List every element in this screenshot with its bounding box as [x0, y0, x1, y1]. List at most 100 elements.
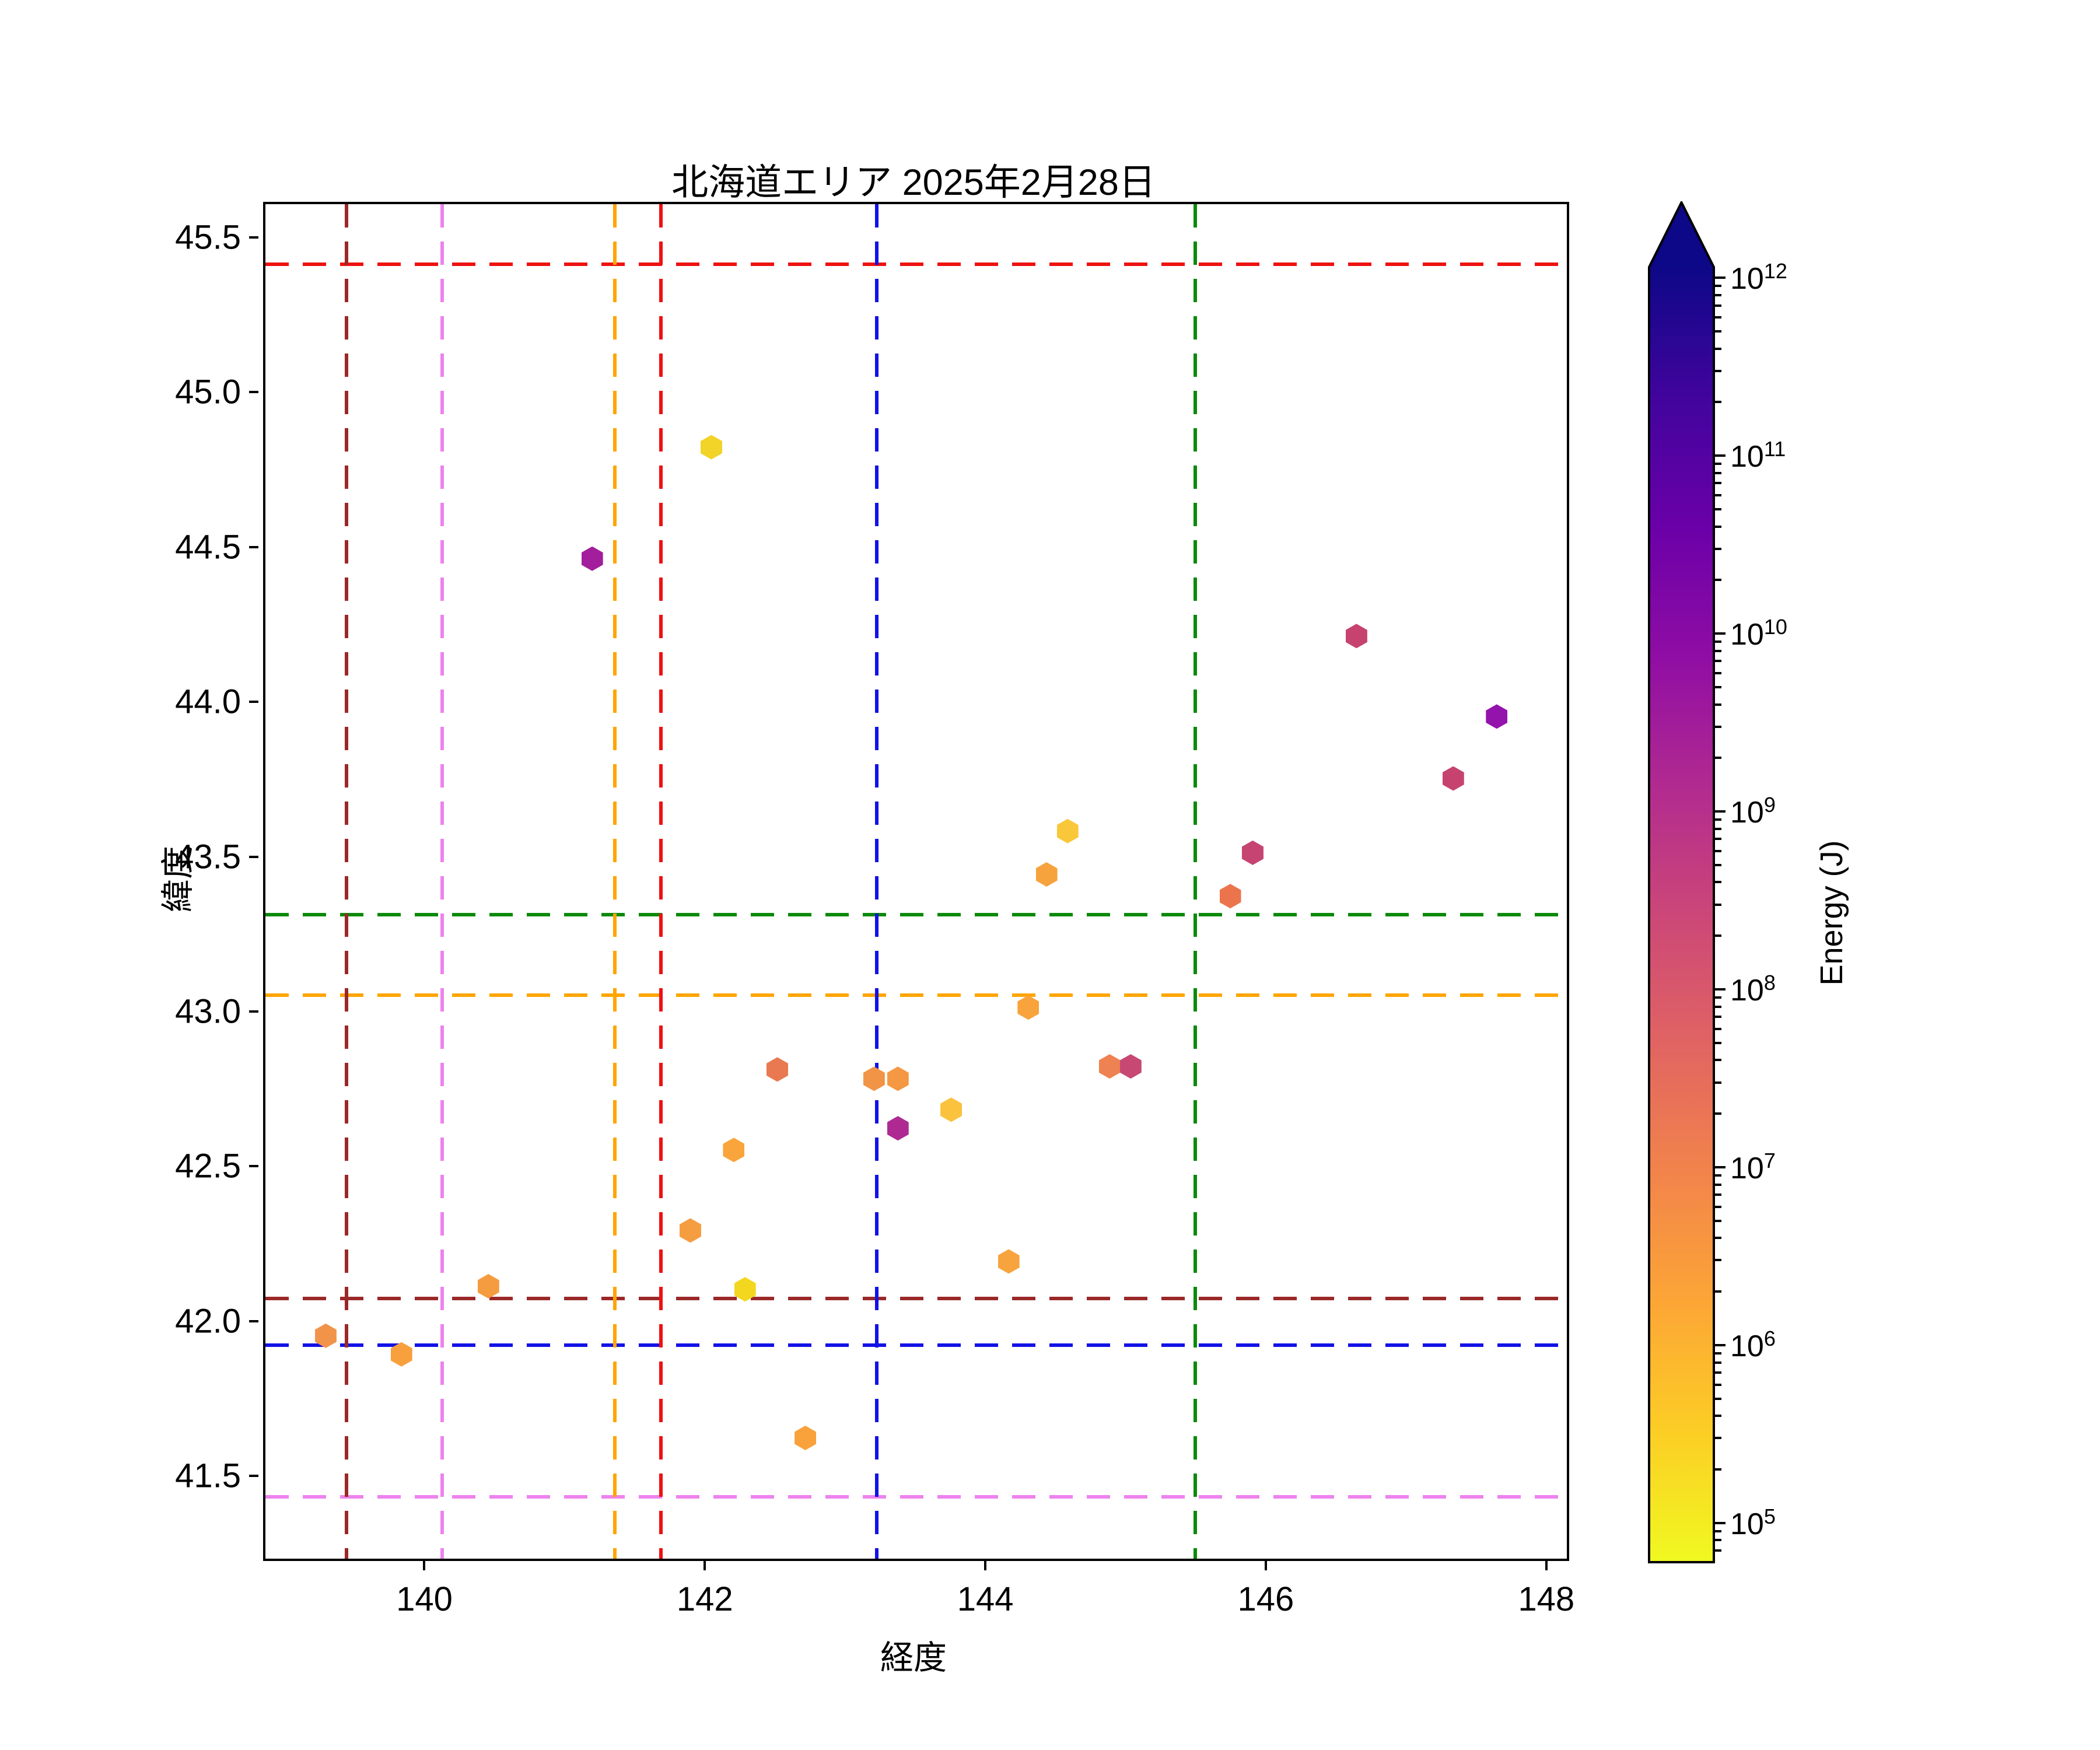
colorbar-minor-tick	[1715, 508, 1721, 511]
data-point-hexagon	[1098, 1054, 1121, 1079]
x-tick	[1545, 1561, 1548, 1570]
data-point-hexagon	[1442, 766, 1464, 791]
colorbar-minor-tick	[1715, 1041, 1721, 1044]
y-tick-label: 45.5	[175, 218, 241, 257]
colorbar-tick-label: 107	[1730, 1148, 1776, 1186]
colorbar-minor-tick	[1715, 649, 1721, 652]
colorbar-minor-tick	[1715, 1549, 1721, 1552]
y-tick-label: 41.5	[175, 1457, 241, 1495]
colorbar-minor-tick	[1715, 1530, 1721, 1532]
y-tick-label: 42.5	[175, 1147, 241, 1185]
colorbar-minor-tick	[1715, 1397, 1721, 1400]
reference-line-horizontal-blue	[265, 1343, 1567, 1347]
y-tick	[249, 236, 258, 239]
colorbar-gradient-with-arrow-up-icon	[1648, 201, 1715, 1563]
data-point-hexagon	[766, 1057, 788, 1082]
colorbar-major-tick	[1715, 988, 1726, 991]
colorbar-tick-label: 109	[1730, 792, 1776, 830]
colorbar-major-tick	[1715, 1343, 1726, 1346]
colorbar-minor-tick	[1715, 1005, 1721, 1008]
y-tick-label: 44.5	[175, 528, 241, 566]
colorbar-minor-tick	[1715, 640, 1721, 643]
colorbar-minor-tick	[1715, 482, 1721, 485]
data-point-hexagon	[1017, 995, 1040, 1020]
colorbar-major-tick	[1715, 1521, 1726, 1524]
colorbar-major-tick	[1715, 1166, 1726, 1169]
colorbar-minor-tick	[1715, 1468, 1721, 1471]
colorbar-minor-tick	[1715, 1361, 1721, 1364]
colorbar-label: Energy (J)	[1814, 840, 1849, 986]
x-tick-label: 148	[1518, 1580, 1575, 1618]
colorbar-minor-tick	[1715, 935, 1721, 937]
colorbar-tick-label: 108	[1730, 970, 1776, 1008]
colorbar-major-tick	[1715, 810, 1726, 813]
colorbar-minor-tick	[1715, 1194, 1721, 1196]
x-tick-label: 142	[676, 1580, 733, 1618]
colorbar-minor-tick	[1715, 401, 1721, 404]
x-tick	[423, 1561, 426, 1570]
colorbar-minor-tick	[1715, 471, 1721, 474]
y-tick-label: 45.0	[175, 373, 241, 411]
x-tick-label: 146	[1237, 1580, 1294, 1618]
data-point-hexagon	[940, 1097, 963, 1122]
data-point-hexagon	[701, 435, 722, 460]
colorbar-minor-tick	[1715, 725, 1721, 728]
colorbar-major-tick	[1715, 276, 1726, 279]
data-point-hexagon	[1241, 840, 1264, 865]
colorbar-minor-tick	[1715, 1415, 1721, 1418]
colorbar-minor-tick	[1715, 369, 1721, 372]
x-tick	[984, 1561, 987, 1570]
colorbar-tick-label: 1012	[1730, 259, 1787, 296]
data-point-hexagon	[679, 1218, 701, 1243]
data-point-hexagon	[887, 1066, 909, 1091]
reference-line-vertical-red	[659, 204, 663, 1559]
colorbar-minor-tick	[1715, 347, 1721, 350]
data-point-hexagon	[863, 1066, 885, 1091]
reference-line-vertical-blue	[875, 204, 879, 1559]
colorbar-minor-tick	[1715, 1027, 1721, 1030]
data-point-hexagon	[1219, 884, 1241, 909]
colorbar-minor-tick	[1715, 293, 1721, 296]
data-point-hexagon	[794, 1426, 817, 1450]
colorbar-minor-tick	[1715, 1205, 1721, 1208]
colorbar-major-tick	[1715, 632, 1726, 635]
reference-line-vertical-green	[1193, 204, 1197, 1559]
colorbar-minor-tick	[1715, 863, 1721, 866]
colorbar-minor-tick	[1715, 1352, 1721, 1354]
colorbar-minor-tick	[1715, 579, 1721, 582]
x-tick	[704, 1561, 706, 1570]
reference-line-horizontal-orange	[265, 993, 1567, 998]
colorbar-minor-tick	[1715, 685, 1721, 688]
reference-line-vertical-orange	[612, 204, 617, 1559]
colorbar-tick-label: 106	[1730, 1326, 1776, 1364]
colorbar-minor-tick	[1715, 547, 1721, 550]
colorbar-minor-tick	[1715, 660, 1721, 663]
colorbar-minor-tick	[1715, 1183, 1721, 1186]
colorbar-minor-tick	[1715, 1290, 1721, 1293]
data-point-hexagon	[1035, 862, 1058, 887]
colorbar-major-tick	[1715, 454, 1726, 457]
x-tick-label: 144	[957, 1580, 1014, 1618]
y-tick	[249, 1320, 258, 1322]
colorbar-minor-tick	[1715, 1237, 1721, 1240]
colorbar-minor-tick	[1715, 996, 1721, 999]
colorbar-minor-tick	[1715, 827, 1721, 830]
data-point-hexagon	[1056, 818, 1079, 844]
colorbar-minor-tick	[1715, 703, 1721, 706]
x-tick	[1264, 1561, 1267, 1570]
colorbar-minor-tick	[1715, 1081, 1721, 1084]
y-tick	[249, 1475, 258, 1477]
colorbar-minor-tick	[1715, 1112, 1721, 1115]
colorbar	[1648, 201, 1715, 1563]
y-tick-label: 43.0	[175, 992, 241, 1031]
colorbar-minor-tick	[1715, 838, 1721, 841]
data-point-hexagon	[477, 1273, 499, 1298]
colorbar-minor-tick	[1715, 1219, 1721, 1222]
data-point-hexagon	[314, 1323, 337, 1348]
colorbar-minor-tick	[1715, 671, 1721, 674]
colorbar-minor-tick	[1715, 1259, 1721, 1262]
colorbar-minor-tick	[1715, 849, 1721, 852]
y-tick-label: 44.0	[175, 682, 241, 721]
colorbar-minor-tick	[1715, 463, 1721, 466]
